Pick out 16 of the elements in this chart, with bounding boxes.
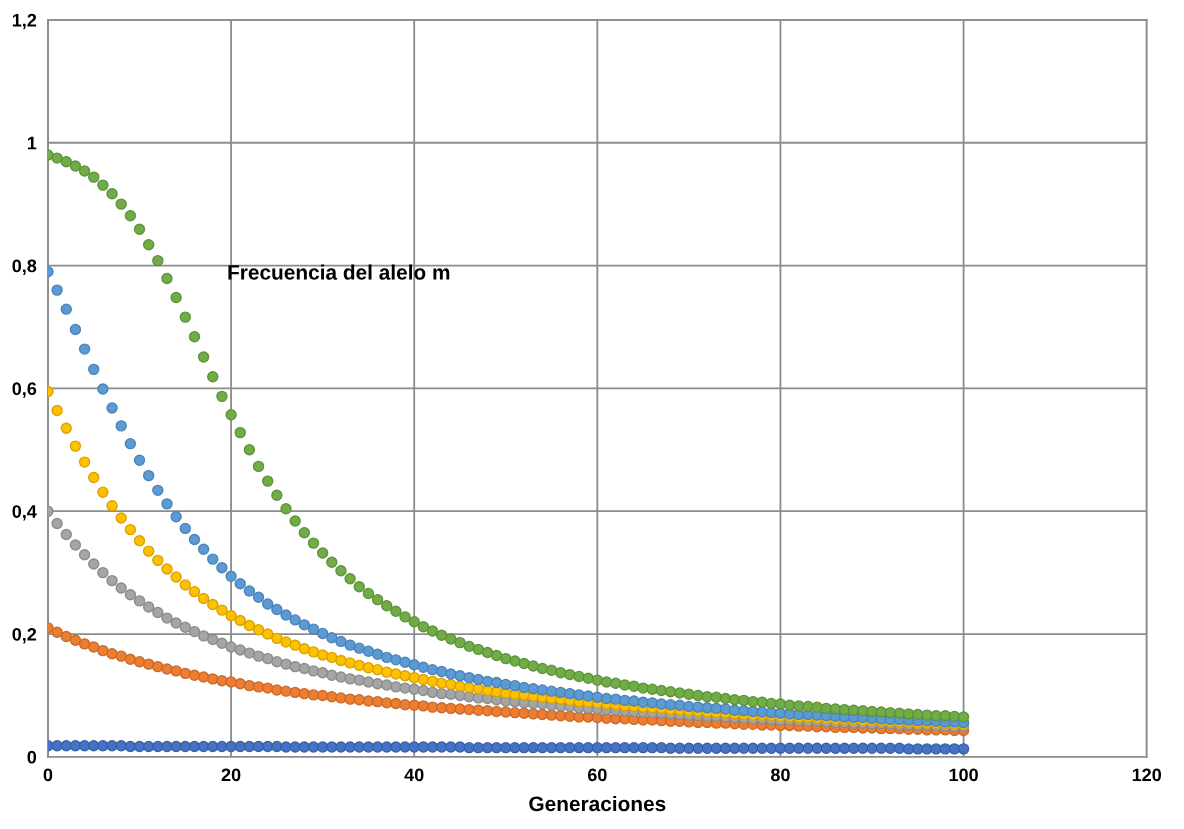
x-tick-label: 0 xyxy=(43,768,53,782)
x-axis-title: Generaciones xyxy=(529,795,666,812)
x-tick-label: 40 xyxy=(404,768,424,782)
y-tick-label: 0,4 xyxy=(12,505,37,521)
text: Frecuencia del alelo m xyxy=(228,264,450,280)
x-tick-label: 80 xyxy=(770,768,790,782)
x-tick-label: 60 xyxy=(587,768,607,782)
y-tick-label: 0 xyxy=(27,750,37,764)
x-tick-label: 100 xyxy=(949,768,978,782)
x-tick-label: 20 xyxy=(221,768,241,782)
y-tick-label: 1,2 xyxy=(12,13,37,30)
y-tick-label: 1 xyxy=(27,136,37,150)
y-tick-label: 0,2 xyxy=(12,627,37,644)
x-tick-label: 120 xyxy=(1132,768,1162,782)
y-tick-label: 0,8 xyxy=(12,259,37,275)
y-tick-label: 0,6 xyxy=(12,382,37,398)
